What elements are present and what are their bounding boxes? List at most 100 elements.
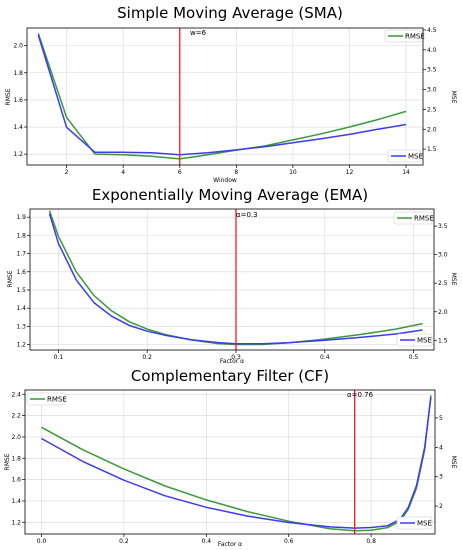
y-tick-label: 1.5 <box>16 287 26 294</box>
y-axis-label: RMSE <box>7 270 14 287</box>
plot-frame <box>24 389 436 535</box>
series-lines <box>41 390 432 534</box>
series-line-mse <box>37 34 407 156</box>
marker-label: α=0.76 <box>347 391 374 399</box>
y-tick-label: 1.6 <box>13 97 23 104</box>
y-tick-label: 2.2 <box>11 413 21 420</box>
legend-label-rmse: RMSE <box>47 396 67 404</box>
x-tick-label: 6 <box>178 169 182 176</box>
y-tick-label: 1.4 <box>16 305 26 312</box>
chart-cf: Complementary Filter (CF) 0.0 0.2 0.4 0.6 0.… <box>4 367 457 548</box>
legend-rmse: RMSE <box>393 211 434 225</box>
legend-mse: MSE <box>396 333 433 347</box>
y2-tick-label: 3.5 <box>438 223 448 230</box>
series-lines <box>48 209 423 350</box>
y-tick-label: 2.0 <box>11 434 21 441</box>
y-tick-label: 1.8 <box>13 70 23 77</box>
x-tick-label: 0.4 <box>202 538 212 545</box>
ticks: 0.1 0.2 0.3 0.4 0.5 1.2 1.3 1.4 1.5 1.6 1.7 1.8 1.9 1… <box>16 214 447 361</box>
legend-box <box>393 211 433 225</box>
x-axis-label: Window <box>213 177 237 184</box>
legend-label-mse: MSE <box>417 520 432 528</box>
plot-frame <box>29 208 435 351</box>
y-tick-label: 1.2 <box>13 151 23 158</box>
y2-tick-label: 2.5 <box>427 106 437 113</box>
ticks: 0.0 0.2 0.4 0.6 0.8 1.2 1.4 1.6 1.8 2.0 2.2 2.4 2 3 4 5 <box>11 391 443 545</box>
ticks: 2 4 6 8 10 12 14 1.2 1.4 1.6 1.8 2.0 1.5 2.0 2.5 3.0 3.5… <box>13 27 436 176</box>
series-line-rmse <box>41 395 432 532</box>
y2-tick-label: 2.0 <box>427 126 437 133</box>
legend-mse: MSE <box>387 149 423 163</box>
x-tick-label: 10 <box>289 169 297 176</box>
legend-label-mse: MSE <box>408 153 423 161</box>
x-tick-label: 0.5 <box>409 354 419 361</box>
chart-sma: Simple Moving Average (SMA) 2 4 6 8 10 12 14 1.… <box>5 4 457 184</box>
series-lines <box>37 28 407 165</box>
y2-tick-label: 2.5 <box>438 280 448 287</box>
x-tick-label: 0.1 <box>54 354 64 361</box>
chart-ema: Exponentially Moving Average (EMA) 0.1 0.… <box>7 186 457 365</box>
y2-tick-label: 1.5 <box>438 337 448 344</box>
grid <box>27 28 423 165</box>
y2-tick-label: 4 <box>439 444 443 451</box>
x-tick-label: 2 <box>65 169 69 176</box>
y-tick-label: 1.6 <box>16 269 26 276</box>
y-tick-label: 1.3 <box>16 323 26 330</box>
y-tick-label: 2.4 <box>11 391 21 398</box>
y2-tick-label: 4.5 <box>427 27 437 34</box>
legend-mse: MSE <box>396 516 433 530</box>
y-tick-label: 1.8 <box>11 455 21 462</box>
series-line-mse <box>48 213 423 345</box>
y2-tick-label: 1.5 <box>427 146 437 153</box>
y-tick-label: 1.9 <box>16 214 26 221</box>
y-axis-label: RMSE <box>4 453 11 470</box>
legend-label-rmse: RMSE <box>414 215 434 223</box>
x-tick-label: 12 <box>346 169 354 176</box>
series-line-rmse <box>37 33 407 160</box>
x-axis-label: Factor α <box>218 541 242 548</box>
legend-label-mse: MSE <box>417 337 432 345</box>
marker-label: w=6 <box>190 29 207 37</box>
x-axis-label: Factor α <box>220 358 244 365</box>
series-line-mse <box>41 397 432 529</box>
x-tick-label: 4 <box>121 169 125 176</box>
y2-tick-label: 4.0 <box>427 47 437 54</box>
x-tick-label: 0.2 <box>142 354 152 361</box>
chart-title: Complementary Filter (CF) <box>131 367 329 385</box>
chart-title: Exponentially Moving Average (EMA) <box>92 186 368 204</box>
x-tick-label: 8 <box>234 169 238 176</box>
legend-rmse: RMSE <box>26 392 67 406</box>
y-tick-label: 1.8 <box>16 232 26 239</box>
y2-tick-label: 3.0 <box>438 252 448 259</box>
y-axis-label: RMSE <box>5 88 12 105</box>
x-tick-label: 0.0 <box>37 538 47 545</box>
x-tick-label: 0.4 <box>320 354 330 361</box>
y-tick-label: 1.4 <box>11 498 21 505</box>
y2-axis-label: MSE <box>450 273 457 286</box>
grid <box>25 390 435 534</box>
y2-tick-label: 2 <box>439 503 443 510</box>
y2-tick-label: 3.5 <box>427 67 437 74</box>
x-tick-label: 0.3 <box>231 354 241 361</box>
marker-label: α=0.3 <box>236 211 258 219</box>
y2-tick-label: 3 <box>439 474 443 481</box>
plot-frame <box>26 27 424 166</box>
x-tick-label: 0.8 <box>366 538 376 545</box>
y2-tick-label: 2.0 <box>438 309 448 316</box>
y-tick-label: 1.6 <box>11 477 21 484</box>
x-tick-label: 14 <box>402 169 410 176</box>
y2-axis-label: MSE <box>450 456 457 469</box>
chart-title: Simple Moving Average (SMA) <box>117 4 343 22</box>
legend-label-rmse: RMSE <box>405 33 425 41</box>
y2-tick-label: 5 <box>439 415 443 422</box>
y-tick-label: 1.4 <box>13 124 23 131</box>
legend-rmse: RMSE <box>384 29 425 43</box>
legend-box <box>26 392 66 406</box>
x-tick-label: 0.6 <box>284 538 294 545</box>
y2-tick-label: 3.0 <box>427 87 437 94</box>
y2-axis-label: MSE <box>450 91 457 104</box>
y-tick-label: 1.2 <box>16 342 26 349</box>
grid <box>30 209 434 350</box>
y-tick-label: 1.2 <box>11 519 21 526</box>
